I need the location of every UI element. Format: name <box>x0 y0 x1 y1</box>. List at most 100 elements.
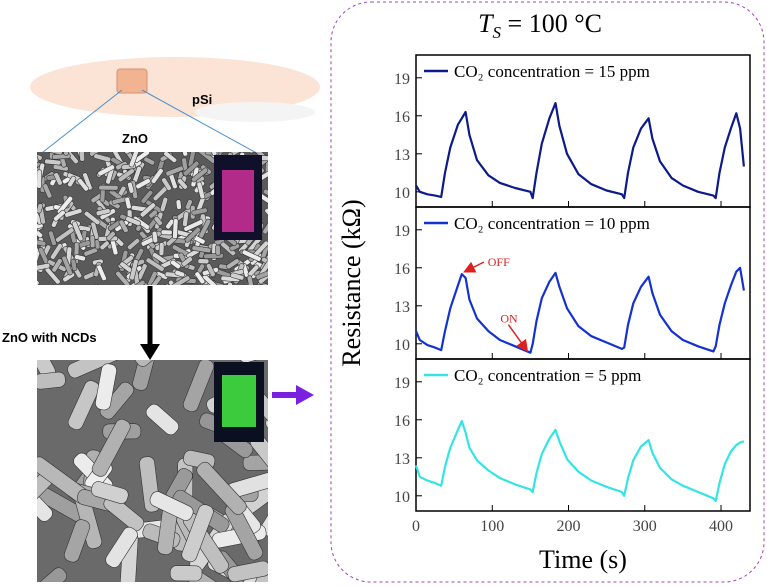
y-tick-label: 16 <box>394 261 410 278</box>
grain <box>258 283 268 285</box>
grain <box>180 152 189 157</box>
grain <box>265 376 268 431</box>
series-line <box>414 266 745 354</box>
grain <box>163 152 178 163</box>
zno-label: ZnO <box>122 131 148 146</box>
grain <box>67 360 122 379</box>
panel-border <box>330 1 765 583</box>
grain <box>197 258 210 265</box>
y-tick-label: 19 <box>394 71 410 88</box>
grain <box>50 243 63 260</box>
x-tick-label: 0 <box>412 518 420 535</box>
grain <box>91 418 131 477</box>
grain <box>37 284 41 285</box>
grain <box>148 209 158 219</box>
grain <box>37 227 43 239</box>
grain <box>93 153 112 163</box>
grain <box>248 140 263 150</box>
grain <box>95 208 111 216</box>
x-tick-label: 200 <box>557 518 581 535</box>
zoom-line <box>37 89 123 157</box>
grain <box>37 567 68 582</box>
grain <box>198 218 212 239</box>
grain <box>267 285 282 297</box>
grain <box>82 172 93 191</box>
grain <box>77 178 89 192</box>
y-tick-label: 16 <box>394 109 410 126</box>
grain <box>53 209 66 222</box>
grain <box>64 208 83 218</box>
grain <box>177 178 188 190</box>
grain <box>37 471 53 522</box>
grain <box>99 188 106 203</box>
x-tick-label: 100 <box>480 518 504 535</box>
sem-image <box>33 138 282 297</box>
grain <box>170 259 181 270</box>
chart-title: TS = 100 °C <box>478 9 602 42</box>
arrow-head <box>296 385 314 405</box>
grain <box>171 275 191 285</box>
y-tick-label: 10 <box>394 185 410 202</box>
grain <box>145 403 179 436</box>
grain <box>33 138 53 152</box>
substrate <box>30 57 320 117</box>
grain <box>74 254 86 262</box>
grain <box>134 360 167 367</box>
grain <box>37 371 66 390</box>
grain <box>115 270 131 285</box>
annotation: OFF <box>488 255 510 269</box>
grain <box>70 258 78 272</box>
grain <box>169 565 203 582</box>
title-sub: S <box>493 23 502 42</box>
grain <box>63 519 91 563</box>
grain <box>201 152 214 155</box>
grain <box>161 177 172 191</box>
grain <box>263 188 268 200</box>
grain <box>153 216 163 226</box>
annotation-arrow <box>507 324 529 353</box>
grain <box>44 152 63 156</box>
psi-label: pSi <box>192 92 212 107</box>
legend-label: CO₂ concentration = 15 ppm <box>454 62 650 81</box>
grain <box>61 255 73 276</box>
annotation: ON <box>500 312 518 326</box>
grain <box>99 240 110 251</box>
grain <box>158 242 165 256</box>
grain <box>135 178 151 190</box>
grain <box>37 238 47 247</box>
title-rest: = 100 °C <box>501 9 602 38</box>
grain <box>264 207 268 223</box>
grain <box>149 491 194 521</box>
grain <box>96 288 107 294</box>
grain <box>241 249 262 262</box>
series-line <box>414 420 745 502</box>
title-main: T <box>478 9 494 38</box>
legend-label: CO₂ concentration = 5 ppm <box>454 366 641 385</box>
vial-liquid <box>222 170 254 232</box>
x-tick-label: 400 <box>709 518 733 535</box>
x-tick-label: 300 <box>633 518 657 535</box>
grain <box>53 172 63 186</box>
grain <box>196 461 247 515</box>
legend-label: CO₂ concentration = 10 ppm <box>454 214 650 233</box>
grain <box>140 189 154 204</box>
grain <box>79 152 85 162</box>
shadow <box>195 102 315 122</box>
grain <box>182 211 190 227</box>
grain <box>242 453 268 471</box>
sample <box>116 68 148 94</box>
grain <box>143 156 156 166</box>
grain <box>145 257 165 272</box>
grain <box>246 275 255 285</box>
grain <box>96 264 107 282</box>
grain <box>63 152 72 156</box>
grain <box>48 230 57 246</box>
y-axis-label: Resistance (kΩ) <box>337 199 366 366</box>
grain <box>93 284 106 285</box>
grain <box>95 363 117 411</box>
y-tick-label: 13 <box>394 147 410 164</box>
grain <box>146 275 162 285</box>
grain <box>90 221 100 240</box>
zoom-line <box>141 89 263 157</box>
grain <box>37 262 51 271</box>
